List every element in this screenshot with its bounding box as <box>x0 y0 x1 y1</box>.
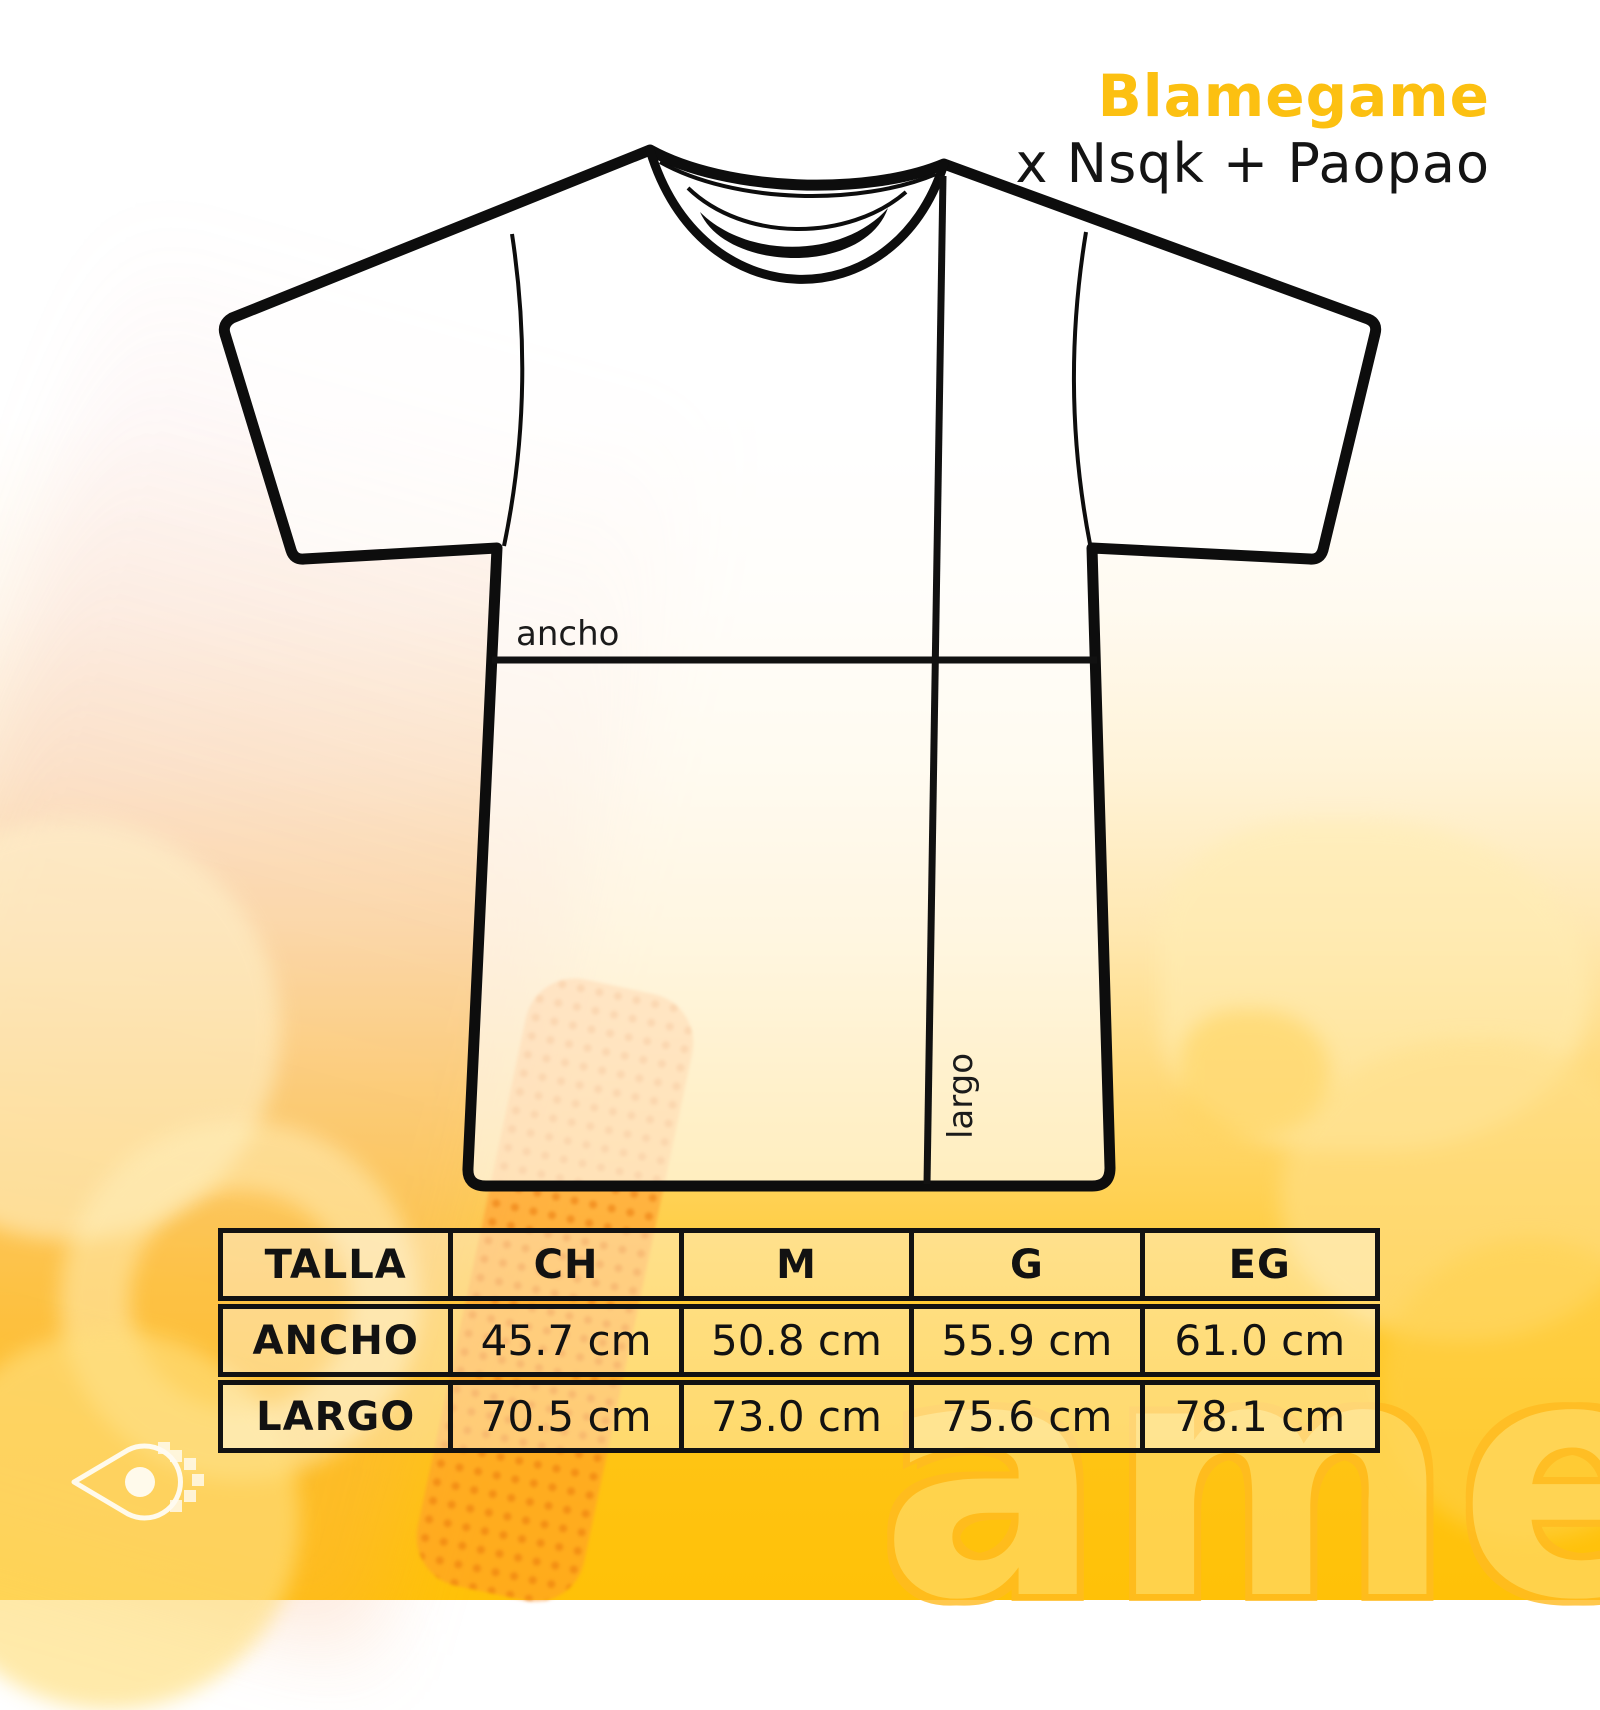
col-header-ch: CH <box>453 1233 684 1296</box>
table-row-ancho: ANCHO 45.7 cm 50.8 cm 55.9 cm 61.0 cm <box>218 1304 1380 1377</box>
col-header-m: M <box>684 1233 915 1296</box>
left-sleeve-seam <box>502 233 525 547</box>
size-table: TALLA CH M G EG ANCHO 45.7 cm 50.8 cm 55… <box>218 1228 1380 1456</box>
collar-rib-line <box>659 160 937 198</box>
row-label-largo: LARGO <box>223 1385 454 1448</box>
collar-inner-shadow <box>700 208 888 258</box>
mural-blob <box>1180 1010 1330 1140</box>
tshirt-diagram: ancho largo <box>218 144 1382 1192</box>
table-header-row: TALLA CH M G EG <box>218 1228 1380 1301</box>
right-sleeve-seam <box>1071 231 1092 545</box>
largo-eg: 78.1 cm <box>1174 1392 1346 1441</box>
title-block: Blamegame x Nsqk + Paopao <box>1016 62 1490 195</box>
tshirt-outline <box>218 144 1382 1192</box>
largo-ch: 70.5 cm <box>453 1385 684 1448</box>
ancho-ch: 45.7 cm <box>453 1309 684 1372</box>
ancho-label: ancho <box>516 614 619 654</box>
largo-label: largo <box>941 1053 981 1139</box>
col-header-talla: TALLA <box>223 1233 454 1296</box>
row-label-ancho: ANCHO <box>223 1309 454 1372</box>
ancho-m: 50.8 cm <box>684 1309 915 1372</box>
largo-m: 73.0 cm <box>684 1385 915 1448</box>
largo-measure-line <box>923 175 947 1185</box>
table-row-largo: LARGO 70.5 cm 73.0 cm 75.6 cm 78.1 cm <box>218 1380 1380 1453</box>
collab-subtitle: x Nsqk + Paopao <box>1015 132 1490 195</box>
brand-title: Blamegame <box>1097 62 1490 130</box>
collar-front-scoop <box>645 145 949 284</box>
col-header-eg: EG <box>1228 1241 1291 1288</box>
pixel-eye-logo-icon <box>71 1442 204 1521</box>
ancho-g: 55.9 cm <box>914 1309 1145 1372</box>
col-header-g: G <box>914 1233 1145 1296</box>
collar-rib-line <box>686 186 908 231</box>
ancho-eg: 61.0 cm <box>1174 1316 1346 1365</box>
largo-g: 75.6 cm <box>914 1385 1145 1448</box>
